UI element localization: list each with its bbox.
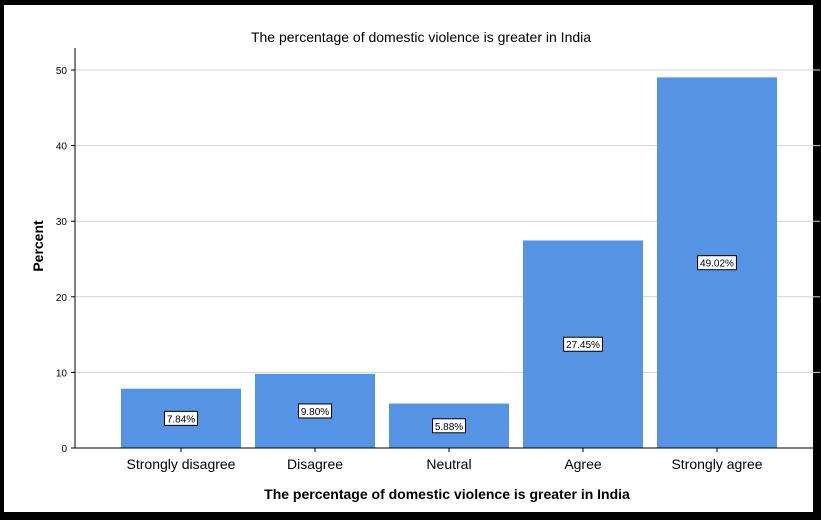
data-label-text: 49.02% bbox=[700, 259, 734, 270]
y-axis-title: Percent bbox=[30, 220, 46, 272]
data-label-text: 7.84% bbox=[167, 414, 195, 425]
data-label-text: 27.45% bbox=[566, 340, 600, 351]
x-category-label: Agree bbox=[564, 456, 602, 472]
x-axis-title: The percentage of domestic violence is g… bbox=[264, 486, 630, 502]
x-category-label: Disagree bbox=[287, 456, 343, 472]
y-tick-label: 40 bbox=[56, 142, 68, 153]
bars bbox=[121, 77, 777, 448]
data-label-box bbox=[164, 410, 198, 426]
x-category-label: Strongly agree bbox=[671, 456, 762, 472]
data-label-text: 5.88% bbox=[435, 422, 463, 433]
x-category-label: Neutral bbox=[426, 456, 471, 472]
data-label: 9.80% bbox=[298, 403, 332, 419]
data-label-box bbox=[563, 336, 603, 352]
data-label: 27.45% bbox=[563, 336, 603, 352]
y-tick-label: 0 bbox=[61, 444, 67, 455]
y-axis-ticks: 0 10 20 30 40 50 bbox=[56, 66, 75, 455]
y-tick-label: 50 bbox=[56, 66, 68, 77]
data-label: 5.88% bbox=[432, 418, 466, 434]
y-tick-label: 20 bbox=[56, 293, 68, 304]
data-label-box bbox=[432, 418, 466, 434]
data-label-text: 9.80% bbox=[301, 407, 329, 418]
data-label-box bbox=[697, 255, 737, 271]
x-category-label: Strongly disagree bbox=[127, 456, 236, 472]
data-label: 7.84% bbox=[164, 410, 198, 426]
x-axis-categories: Strongly disagree Disagree Neutral Agree Str… bbox=[127, 448, 763, 472]
data-labels: 7.84% 9.80% 5.88% 27.45% 49.02% bbox=[164, 255, 737, 434]
data-label-box bbox=[298, 403, 332, 419]
y-tick-label: 10 bbox=[56, 368, 68, 379]
chart-title: The percentage of domestic violence is g… bbox=[251, 29, 591, 45]
y-tick-label: 30 bbox=[56, 217, 68, 228]
data-label: 49.02% bbox=[697, 255, 737, 271]
